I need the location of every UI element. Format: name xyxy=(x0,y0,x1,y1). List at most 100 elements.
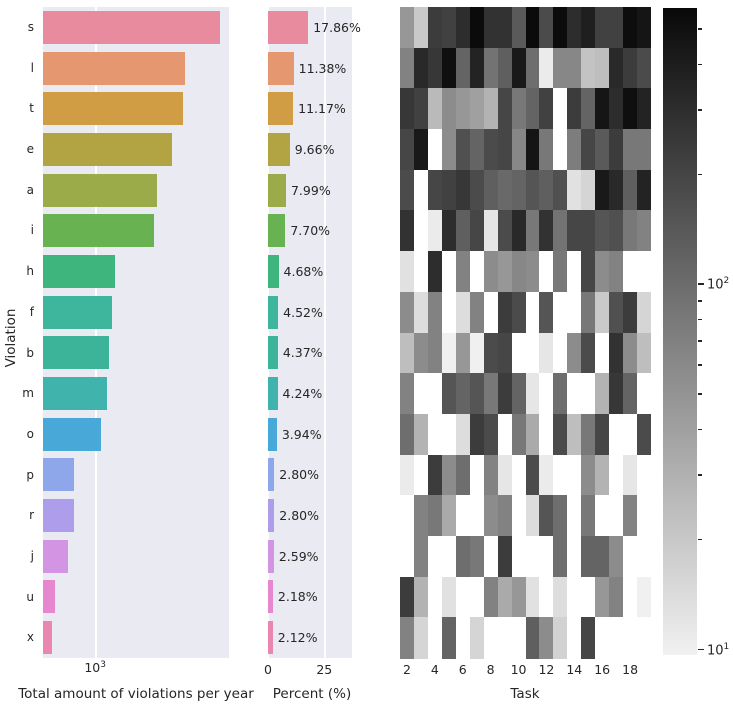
heatmap-cell xyxy=(637,7,652,49)
heatmap-cell xyxy=(637,88,652,130)
heatmap-cell xyxy=(525,129,540,171)
heatmap-cell xyxy=(497,535,513,578)
heatmap-cell xyxy=(427,373,443,415)
heatmap-cell xyxy=(567,495,582,537)
task-tick-12: 12 xyxy=(538,662,555,677)
heatmap-cell xyxy=(567,373,582,415)
y-tick-j: j xyxy=(30,548,34,563)
heatmap-cell xyxy=(553,7,568,49)
heatmap-cell xyxy=(413,495,429,537)
heatmap-cell xyxy=(497,7,513,49)
task-tick-4: 4 xyxy=(430,662,439,677)
colorbar-minor-tick xyxy=(698,28,702,30)
percent-bar-j xyxy=(268,539,274,573)
heatmap-cell xyxy=(637,617,652,659)
heatmap-cell xyxy=(511,47,526,89)
heatmap-cell xyxy=(400,210,415,252)
heatmap-cell xyxy=(441,617,457,659)
heatmap-cell xyxy=(400,7,415,49)
heatmap-cell xyxy=(413,617,429,659)
percent-value-a: 7.99% xyxy=(290,182,331,198)
heatmap-cell xyxy=(637,454,652,496)
heatmap-cell xyxy=(427,169,443,211)
heatmap-cell xyxy=(539,251,554,293)
heatmap-cell xyxy=(511,373,526,415)
heatmap-cell xyxy=(567,88,582,130)
violation-bar-p xyxy=(43,458,75,492)
heatmap-cell xyxy=(427,576,443,618)
percent-value-o: 3.94% xyxy=(281,426,322,442)
percent-bar-s xyxy=(268,10,309,44)
heatmap-cell xyxy=(539,169,554,211)
heatmap-cell xyxy=(427,495,443,537)
heatmap-cell xyxy=(483,454,499,496)
colorbar-minor-tick xyxy=(698,318,702,321)
heatmap-cell xyxy=(595,535,610,578)
heatmap-cell xyxy=(413,291,429,333)
colorbar-exponent: 1 xyxy=(723,641,730,652)
colorbar-minor-tick xyxy=(698,109,702,111)
heatmap-cell xyxy=(525,47,540,89)
heatmap-cell xyxy=(609,210,624,252)
heatmap-cell xyxy=(511,210,526,252)
percent-value-h: 4.68% xyxy=(283,263,324,279)
heatmap-cell xyxy=(581,47,596,89)
heatmap-cell xyxy=(623,454,638,496)
heatmap-cell xyxy=(623,617,638,659)
heatmap-cell xyxy=(553,129,568,171)
colorbar-minor-tick xyxy=(698,474,702,476)
heatmap-cell xyxy=(455,617,471,659)
heatmap-cell xyxy=(511,332,526,374)
heatmap-cell xyxy=(539,88,554,130)
heatmap-cell xyxy=(637,373,652,415)
heatmap-cell xyxy=(595,169,610,211)
heatmap-cell xyxy=(497,251,513,293)
heatmap-cell xyxy=(427,251,443,293)
colorbar xyxy=(663,8,697,655)
heatmap-cell xyxy=(553,169,568,211)
x-tick-10e3-exponent: 3 xyxy=(100,660,106,670)
heatmap-cell xyxy=(400,169,415,211)
percent-bar-e xyxy=(268,132,290,166)
heatmap-cell xyxy=(637,210,652,252)
heatmap-cell xyxy=(539,495,554,537)
heatmap-cell xyxy=(539,454,554,496)
heatmap-cell xyxy=(400,454,415,496)
colorbar-minor-tick xyxy=(698,538,702,541)
heatmap-cell xyxy=(567,576,582,618)
heatmap-cell xyxy=(595,413,610,456)
heatmap-cell xyxy=(539,7,554,49)
heatmap-cell xyxy=(525,169,540,211)
y-tick-i: i xyxy=(30,223,34,238)
heatmap-cell xyxy=(497,88,513,130)
percent-bar-p xyxy=(268,458,275,492)
heatmap-cell xyxy=(455,454,471,496)
heatmap-cell xyxy=(497,129,513,171)
y-tick-f: f xyxy=(29,304,34,319)
heatmap-cell xyxy=(483,129,499,171)
heatmap-cell xyxy=(427,210,443,252)
heatmap-cell xyxy=(623,88,638,130)
heatmap-cell xyxy=(595,129,610,171)
heatmap-cell xyxy=(455,495,471,537)
heatmap-cell xyxy=(400,332,415,374)
y-tick-b: b xyxy=(26,345,34,360)
y-tick-o: o xyxy=(26,426,34,441)
heatmap-cell xyxy=(567,413,582,456)
heatmap-cell xyxy=(637,47,652,89)
y-tick-t: t xyxy=(29,101,34,116)
heatmap-cell xyxy=(469,617,485,659)
violation-bar-l xyxy=(43,51,185,85)
violation-bar-h xyxy=(43,254,115,288)
heatmap-cell xyxy=(400,373,415,415)
heatmap-cell xyxy=(609,7,624,49)
colorbar-minor-tick xyxy=(698,173,702,176)
heatmap-cell xyxy=(553,332,568,374)
heatmap-cell xyxy=(553,576,568,618)
percent-value-x: 2.12% xyxy=(277,630,318,646)
heatmap-cell xyxy=(595,332,610,374)
heatmap-cell xyxy=(581,535,596,578)
violation-bar-t xyxy=(43,92,184,126)
heatmap-cell xyxy=(567,7,582,49)
heatmap-cell xyxy=(567,535,582,578)
